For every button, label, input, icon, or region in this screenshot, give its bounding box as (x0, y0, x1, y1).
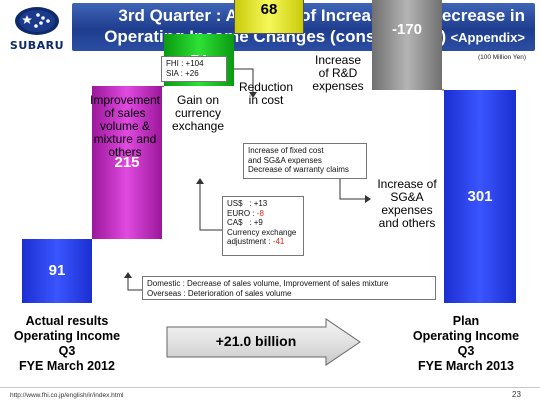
label-line: exchange (171, 119, 225, 133)
note-value: -41 (272, 237, 285, 246)
label-line: FYE March 2012 (19, 359, 115, 373)
label-line: SG&A (390, 190, 424, 204)
arrow-label: +21.0 billion (215, 333, 297, 349)
note-value: -8 (256, 208, 264, 218)
note-ca: CA$ : +9 (227, 218, 299, 228)
note-value: +13 (253, 199, 268, 208)
note-key: US$ : (227, 199, 254, 208)
callout-fixed-cost-arrowhead (365, 195, 371, 203)
note-value: +9 (253, 218, 263, 227)
callout-currency-arrowhead (196, 178, 204, 184)
increase-arrow-icon (166, 318, 361, 366)
subaru-logo: SUBARU (6, 6, 68, 52)
footer-divider (0, 387, 540, 388)
bar-cost-reduction: 68 (234, 0, 304, 34)
bar-value-label: 68 (260, 1, 278, 19)
label-line: volume & (99, 119, 151, 133)
note-overseas: Overseas : Deterioration of sales volume (147, 288, 292, 298)
bar-sales-volume: 215 (92, 86, 162, 239)
footer-url[interactable]: http://www.fhi.co.jp/english/ir/index.ht… (10, 392, 124, 399)
label-line: Plan (452, 314, 480, 328)
label-line: FYE March 2013 (418, 359, 514, 373)
note-fixed-cost: Increase of fixed cost and SG&A expenses… (243, 143, 367, 179)
label-line: Improvement (89, 93, 161, 107)
label-line: expenses (381, 203, 433, 217)
note-line: SIA : +26 (166, 68, 199, 78)
bar-sga-expenses: -170 (372, 0, 442, 90)
bar-plan-2013: 301 (444, 89, 516, 303)
title-appendix: <Appendix> (450, 30, 525, 45)
label-line: of R&D (318, 66, 358, 80)
label-line: Operating Income (13, 329, 121, 343)
note-adj: adjustment : -41 (227, 237, 299, 247)
callout-fhi-arrowhead (249, 92, 257, 98)
bar-value-label: -170 (391, 21, 423, 39)
note-line: Increase of fixed cost (248, 146, 324, 155)
label-line: Q3 (457, 344, 475, 358)
subaru-stars-icon (15, 7, 59, 35)
label-line: mixture and (93, 132, 157, 146)
bar-value-label: 91 (48, 262, 66, 280)
label-currency: Gain on currency exchange (166, 94, 230, 133)
label-sales-volume: Improvement of sales volume & mixture an… (82, 94, 168, 159)
note-domestic: Domestic : Decrease of sales volume, Imp… (147, 279, 389, 288)
callout-fhi-line (227, 68, 254, 92)
label-line: Gain on (176, 93, 220, 107)
label-plan: Plan Operating Income Q3 FYE March 2013 (398, 314, 534, 374)
label-sga: Increase of SG&A expenses and others (368, 178, 446, 230)
label-cost: Reduction in cost (234, 81, 298, 107)
label-actual-results: Actual results Operating Income Q3 FYE M… (2, 314, 132, 374)
note-key: CA$ : (227, 218, 254, 227)
note-fhi-sia: FHI : +104 SIA : +26 (161, 56, 227, 82)
label-line: of sales (104, 106, 146, 120)
label-line: Increase of (377, 177, 437, 191)
page-number: 23 (512, 390, 521, 399)
label-line: expenses (312, 79, 364, 93)
waterfall-chart (124, 68, 444, 291)
bar-actual-2012: 91 (22, 238, 92, 303)
note-key: adjustment : (227, 237, 273, 246)
callout-domestic-arrowhead (124, 272, 132, 278)
note-line: FHI : +104 (166, 59, 204, 68)
units-label: (100 Million Yen) (477, 54, 526, 61)
note-domestic-overseas: Domestic : Decrease of sales volume, Imp… (142, 276, 436, 300)
note-key: EURO : (227, 208, 257, 218)
callout-domestic-line (127, 276, 142, 291)
label-line: Operating Income (412, 329, 520, 343)
note-currency-detail: US$ : +13 EURO : -8 CA$ : +9 Currency ex… (222, 196, 304, 256)
note-adj-label: Currency exchange (227, 227, 297, 237)
label-line: Reduction (238, 80, 294, 94)
note-line: and SG&A expenses (248, 155, 322, 165)
label-line: currency (174, 106, 221, 120)
label-rd: Increase of R&D expenses (302, 54, 374, 93)
label-line: Increase (314, 53, 362, 67)
bar-value-label: 301 (467, 187, 493, 205)
note-us: US$ : +13 (227, 199, 299, 209)
note-line: Decrease of warranty claims (248, 165, 349, 174)
bar-value-label: 215 (114, 153, 140, 171)
label-line: Actual results (25, 314, 109, 328)
label-line: and others (378, 216, 436, 230)
callout-currency-line (199, 182, 222, 231)
label-line: Q3 (58, 344, 76, 358)
note-euro: EURO : -8 (227, 209, 299, 219)
label-line: others (108, 145, 142, 159)
label-line: in cost (248, 93, 284, 107)
callout-fixed-cost-line (339, 179, 365, 200)
logo-wordmark: SUBARU (9, 39, 65, 52)
